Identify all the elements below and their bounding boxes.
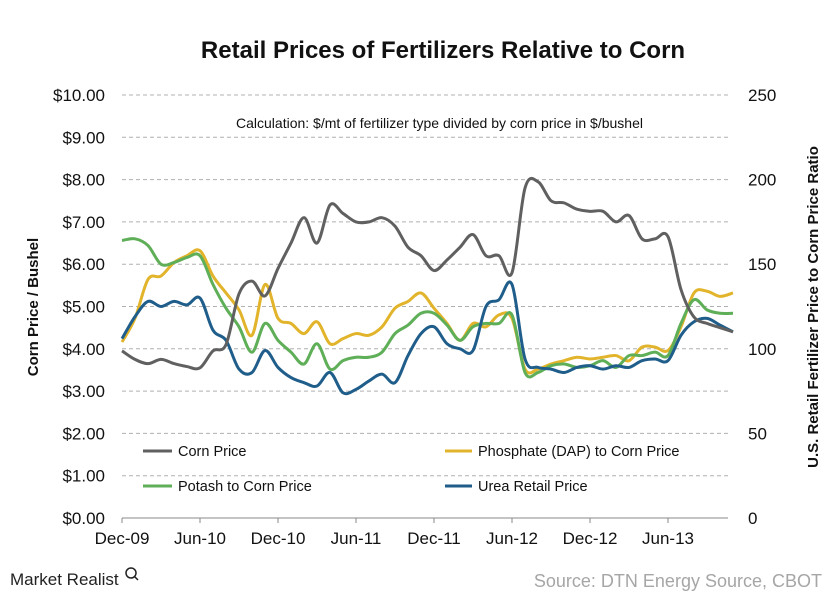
left-axis-label: Corn Price / Bushel: [25, 238, 42, 376]
series-line-phosphate-dap-to-corn-price: [120, 248, 734, 375]
market-realist-logo: Market Realist: [10, 570, 119, 589]
right-tick-label: 50: [748, 424, 767, 443]
x-tick-label: Dec-09: [95, 529, 150, 548]
x-tick-label: Jun-10: [174, 529, 226, 548]
right-tick-label: 100: [748, 340, 776, 359]
source-note: Source: DTN Energy Source, CBOT: [534, 571, 822, 591]
legend-label-urea: Urea Retail Price: [478, 479, 588, 495]
x-tick-label: Dec-10: [251, 529, 306, 548]
legend-label-corn: Corn Price: [178, 444, 247, 460]
left-tick-label: $5.00: [62, 298, 105, 317]
right-tick-label: 0: [748, 509, 757, 528]
legend-label-phosphate: Phosphate (DAP) to Corn Price: [478, 444, 679, 460]
legend: Corn Price Phosphate (DAP) to Corn Price…: [143, 444, 679, 495]
x-tick-label: Dec-11: [407, 529, 461, 548]
left-tick-label: $9.00: [62, 128, 105, 147]
right-tick-label: 250: [748, 86, 776, 105]
magnifier-icon: [125, 567, 139, 581]
left-tick-label: $7.00: [62, 213, 105, 232]
x-tick-label: Jun-12: [486, 529, 538, 548]
left-tick-label: $2.00: [62, 424, 105, 443]
left-axis-ticks: $0.00 $1.00 $2.00 $3.00 $4.00 $5.00 $6.00 $7.00…: [53, 86, 105, 528]
series-line-urea-retail-price: [120, 280, 734, 396]
series-lines: [120, 176, 734, 396]
right-axis-ticks: 0 50 100 150 200 250: [748, 86, 776, 528]
left-tick-label: $4.00: [62, 340, 105, 359]
left-tick-label: $1.00: [62, 467, 105, 486]
series-line-corn-price: [121, 176, 734, 371]
calculation-note: Calculation: $/mt of fertilizer type div…: [236, 115, 643, 131]
series-line-potash-to-corn-price: [121, 237, 734, 379]
left-tick-label: $6.00: [62, 255, 105, 274]
x-tick-label: Dec-12: [563, 529, 618, 548]
legend-label-potash: Potash to Corn Price: [178, 479, 312, 495]
chart-title: Retail Prices of Fertilizers Relative to…: [201, 37, 685, 64]
right-axis-label: U.S. Retail Fertilizer Price to Corn Pri…: [805, 146, 822, 468]
left-tick-label: $3.00: [62, 382, 105, 401]
right-tick-label: 200: [748, 171, 776, 190]
x-tick-label: Jun-13: [642, 529, 694, 548]
left-tick-label: $8.00: [62, 171, 105, 190]
x-tick-label: Jun-11: [331, 529, 382, 548]
x-axis-ticks: Dec-09 Jun-10 Dec-10 Jun-11 Dec-11 Jun-12 Dec-…: [95, 518, 694, 548]
left-tick-label: $0.00: [62, 509, 105, 528]
left-tick-label: $10.00: [53, 86, 105, 105]
right-tick-label: 150: [748, 255, 776, 274]
